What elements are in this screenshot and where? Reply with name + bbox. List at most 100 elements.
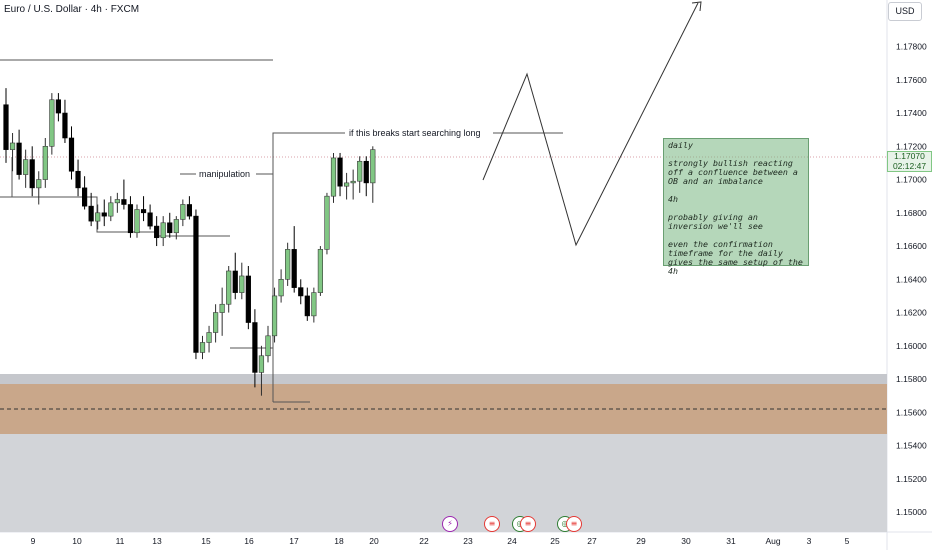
candle-body bbox=[304, 295, 310, 317]
candle-body bbox=[173, 219, 179, 234]
candle-body bbox=[291, 249, 297, 288]
time-tick-label: 25 bbox=[550, 536, 560, 546]
candle-body bbox=[68, 137, 75, 172]
currency-button[interactable]: USD bbox=[888, 2, 922, 21]
candle bbox=[154, 216, 160, 247]
candle bbox=[357, 156, 363, 193]
candle-body bbox=[134, 209, 140, 234]
time-tick-label: 5 bbox=[845, 536, 850, 546]
candle-body bbox=[95, 212, 101, 222]
candle bbox=[62, 99, 68, 143]
candle-body bbox=[213, 312, 219, 333]
time-tick-label: 27 bbox=[587, 536, 597, 546]
breakout-label: if this breaks start searching long bbox=[349, 128, 481, 138]
candle-body bbox=[108, 202, 114, 217]
time-tick-label: 17 bbox=[289, 536, 299, 546]
candle-body bbox=[75, 170, 81, 189]
bar-countdown: 02:12:47 bbox=[892, 160, 927, 171]
candle bbox=[271, 287, 278, 343]
candle-body bbox=[3, 104, 9, 150]
candle bbox=[82, 176, 88, 210]
candle bbox=[199, 335, 206, 360]
candle-body bbox=[42, 146, 48, 180]
candle bbox=[232, 252, 238, 300]
breakout-bracket bbox=[272, 132, 563, 402]
range-box-left bbox=[0, 157, 13, 198]
lower-zone bbox=[0, 434, 887, 532]
candle bbox=[68, 126, 75, 180]
price-tick-label: 1.15800 bbox=[896, 374, 927, 384]
candle-body bbox=[140, 209, 147, 214]
time-tick-label: 11 bbox=[116, 536, 125, 546]
candle bbox=[298, 279, 304, 305]
candle bbox=[317, 246, 324, 296]
price-tick-label: 1.15400 bbox=[896, 441, 927, 451]
projection-path bbox=[482, 2, 699, 247]
candle bbox=[167, 212, 173, 238]
candle-body bbox=[23, 159, 29, 175]
candle-body bbox=[154, 225, 160, 239]
note-line: daily bbox=[668, 140, 693, 150]
candle-body bbox=[199, 342, 206, 353]
manipulation-label: manipulation bbox=[199, 169, 250, 179]
time-tick-label: 22 bbox=[419, 536, 429, 546]
price-tick-label: 1.16200 bbox=[896, 308, 927, 318]
candle bbox=[75, 159, 81, 197]
candle bbox=[265, 325, 271, 363]
us-flag-icon[interactable]: ≡ bbox=[484, 516, 500, 532]
candle-body bbox=[121, 199, 127, 205]
note-line: strongly bullish reacting off a confluen… bbox=[668, 158, 798, 186]
analysis-note[interactable]: daily strongly bullish reacting off a co… bbox=[663, 138, 809, 276]
candle-body bbox=[101, 212, 107, 217]
price-tick-label: 1.17600 bbox=[896, 75, 927, 85]
time-tick-label: 30 bbox=[681, 536, 691, 546]
candle-body bbox=[16, 142, 22, 175]
candle-body bbox=[180, 204, 186, 220]
candle-body bbox=[55, 99, 61, 114]
candle-body bbox=[324, 195, 330, 250]
candle bbox=[55, 93, 61, 122]
candle-body bbox=[278, 278, 284, 297]
candle bbox=[245, 266, 251, 330]
candle-body bbox=[114, 199, 120, 204]
price-tick-label: 1.16000 bbox=[896, 341, 927, 351]
lightning-icon[interactable]: ⚡ bbox=[442, 516, 458, 532]
candle-body bbox=[311, 292, 317, 317]
price-tick-label: 1.15200 bbox=[896, 474, 927, 484]
candle bbox=[330, 152, 337, 203]
price-tick-label: 1.17800 bbox=[896, 42, 927, 52]
time-tick-label: 29 bbox=[636, 536, 646, 546]
candle-body bbox=[226, 270, 232, 305]
candle-body bbox=[317, 249, 324, 293]
us-flag-icon[interactable]: ≡ bbox=[520, 516, 536, 532]
candle bbox=[291, 226, 297, 293]
candle bbox=[3, 88, 9, 163]
candle bbox=[36, 171, 42, 205]
candle bbox=[95, 204, 101, 230]
candle-body bbox=[82, 187, 88, 207]
candle bbox=[226, 266, 232, 313]
candle bbox=[108, 196, 114, 222]
time-tick-label: Aug bbox=[765, 536, 780, 546]
price-tick-label: 1.15000 bbox=[896, 507, 927, 517]
candle-body bbox=[36, 179, 42, 189]
candle bbox=[147, 204, 153, 230]
candle bbox=[343, 172, 350, 200]
candle bbox=[114, 192, 120, 213]
candle bbox=[134, 204, 140, 238]
candle-body bbox=[239, 275, 245, 293]
candle-body bbox=[298, 287, 304, 297]
note-line: 4h bbox=[668, 194, 678, 204]
candle bbox=[311, 287, 317, 323]
candle-body bbox=[62, 112, 68, 139]
time-tick-label: 23 bbox=[463, 536, 473, 546]
candle-body bbox=[219, 303, 225, 313]
symbol-title[interactable]: Euro / U.S. Dollar · 4h · FXCM bbox=[4, 4, 140, 15]
candle bbox=[23, 149, 29, 188]
candle-body bbox=[88, 205, 94, 222]
candle bbox=[258, 345, 265, 396]
us-flag-icon[interactable]: ≡ bbox=[566, 516, 582, 532]
price-tick-label: 1.16800 bbox=[896, 208, 927, 218]
time-tick-label: 13 bbox=[152, 536, 162, 546]
